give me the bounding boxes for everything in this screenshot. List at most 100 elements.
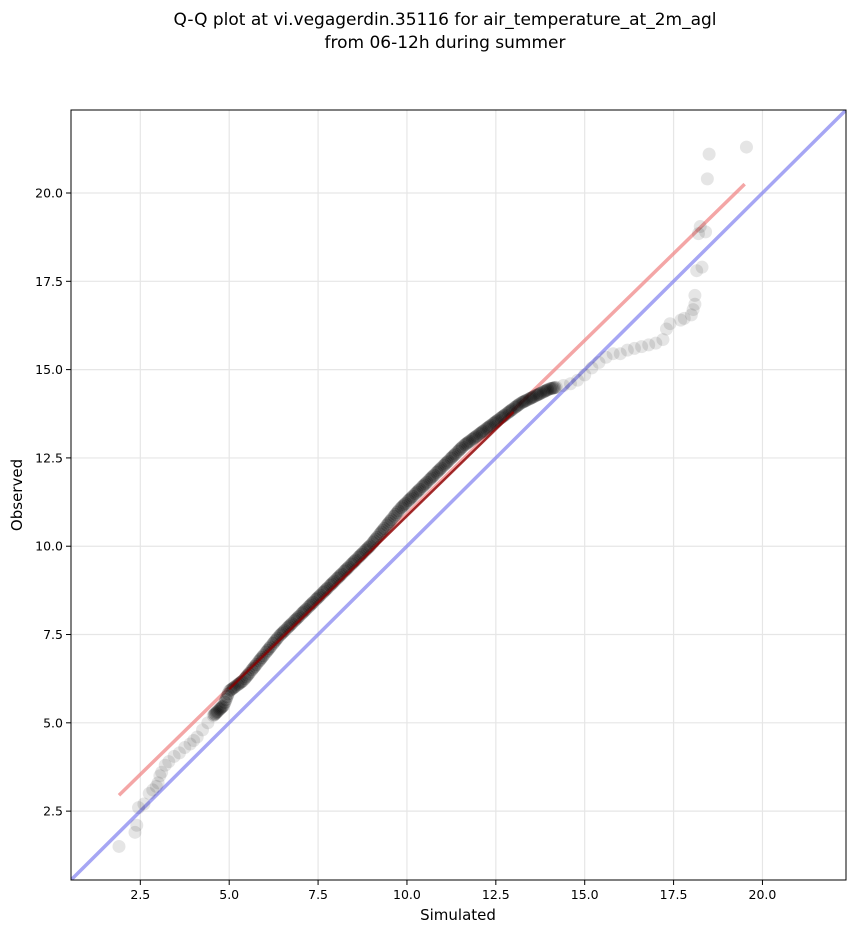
data-point-dense [417,478,431,492]
data-point [146,783,160,797]
data-point-dense [454,441,468,455]
data-point-dense [538,384,552,398]
data-point [739,140,753,154]
data-point-dense [403,492,417,506]
data-point-dense [234,676,248,690]
x-axis-ticks: 2.5 5.0 7.5 10.0 12.5 15.0 17.5 20.0 [130,880,776,902]
data-point-dense [472,427,486,441]
data-point-dense [423,472,437,486]
data-point [691,227,705,241]
data-point-dense [218,695,232,709]
data-point [693,220,707,234]
data-point [674,313,688,327]
data-point-dense [245,663,259,677]
x-tick-label: 7.5 [308,887,328,902]
y-axis-ticks: 2.5 5.0 7.5 10.0 12.5 15.0 17.5 20.0 [35,186,71,819]
data-point-dense [539,383,553,397]
data-point [528,389,542,403]
data-point [386,511,400,525]
data-point-dense [389,507,403,521]
data-point-dense [373,527,387,541]
data-point-dense [401,494,415,508]
data-point [457,439,471,453]
data-point-dense [207,708,221,722]
data-point [620,343,634,357]
data-point-dense [546,381,560,395]
data-point [153,769,167,783]
data-point-dense [390,506,404,520]
data-point [514,396,528,410]
data-point-dense [411,484,425,498]
data-point-dense [522,392,536,406]
data-point [428,467,442,481]
data-point-dense [213,702,227,716]
data-point-dense [281,621,295,635]
data-point [212,703,226,717]
data-point-dense [221,687,235,701]
data-point [112,839,126,853]
data-point [393,502,407,516]
data-point-dense [391,504,405,518]
data-point [700,172,714,186]
data-point-dense [545,381,559,395]
data-point [265,638,279,652]
data-point [443,453,457,467]
data-point-dense [418,477,432,491]
data-point-dense [224,683,238,697]
data-point-dense [273,628,287,642]
data-point [592,356,606,370]
data-point [196,723,210,737]
data-point [585,361,599,375]
data-point-dense [399,496,413,510]
data-point-dense [544,382,558,396]
data-point [471,428,485,442]
data-point [187,733,201,747]
data-point [695,260,709,274]
data-point [699,225,713,239]
data-point-dense [474,426,488,440]
data-point [190,730,204,744]
data-point [379,520,393,534]
data-point-dense [461,435,475,449]
data-point-dense [383,514,397,528]
data-point-dense [508,400,522,414]
x-tick-label: 10.0 [393,887,421,902]
data-point [649,336,663,350]
data-point-dense [431,464,445,478]
data-point-dense [220,690,234,704]
data-point-dense [248,659,262,673]
data-point [172,746,186,760]
data-point-dense [468,430,482,444]
y-tick-label: 7.5 [43,627,63,642]
data-point-dense [465,432,479,446]
data-point [137,797,151,811]
data-point-dense [482,419,496,433]
data-point [571,373,585,387]
y-tick-label: 2.5 [43,804,63,819]
data-point-dense [232,677,246,691]
data-point [279,622,293,636]
data-point-dense [475,425,489,439]
plot-frame [70,109,847,881]
data-point [201,716,215,730]
data-point [151,776,165,790]
data-point [217,698,231,712]
data-point-dense [384,513,398,527]
data-point-dense [477,424,491,438]
data-point-dense [404,491,418,505]
data-point [684,308,698,322]
data-point-dense [437,458,451,472]
data-point [507,401,521,415]
chart-title: Q-Q plot at vi.vegagerdin.35116 for air_… [173,10,716,30]
data-point-dense [427,468,441,482]
data-point-dense [447,448,461,462]
fit-segment [228,411,515,691]
data-point [155,765,169,779]
data-point-dense [448,447,462,461]
data-point [556,379,570,393]
data-point-dense [226,681,240,695]
data-point-dense [408,487,422,501]
data-point [656,333,670,347]
data-point-dense [246,661,260,675]
